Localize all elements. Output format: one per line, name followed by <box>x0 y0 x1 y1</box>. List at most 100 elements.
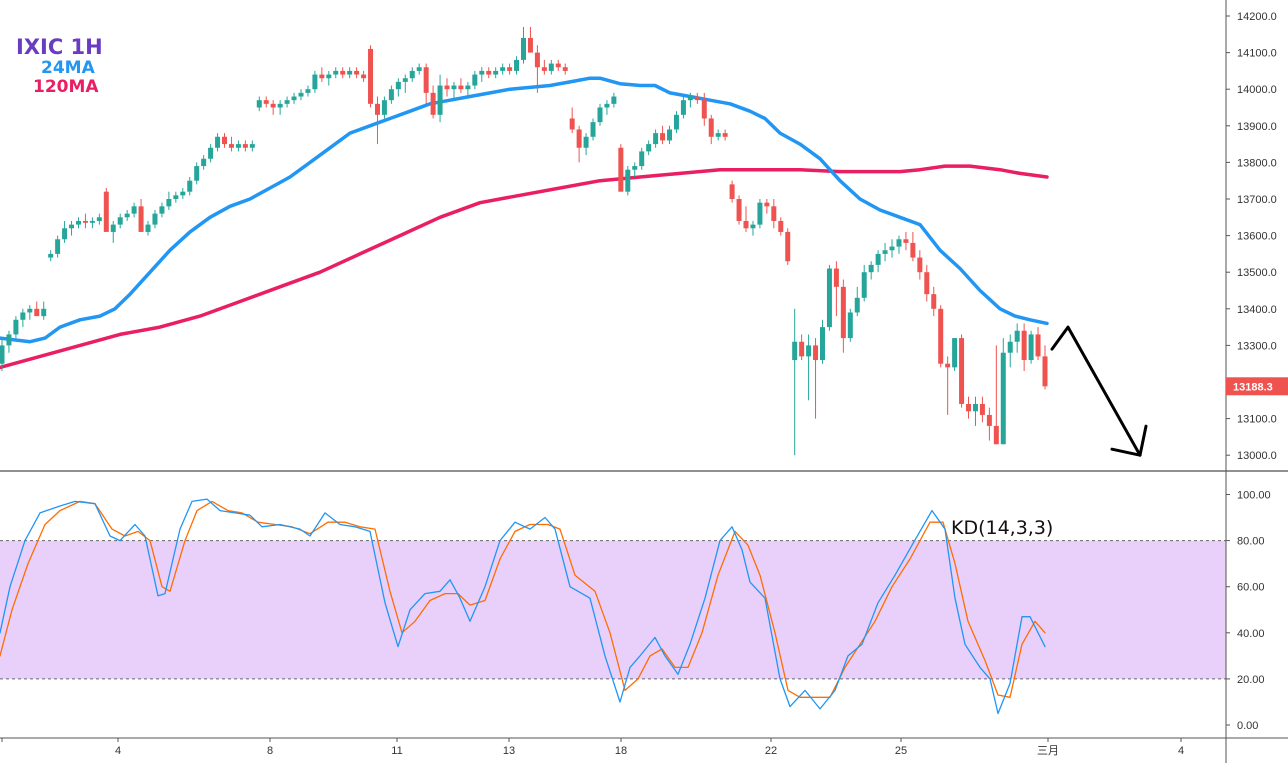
candle-body <box>993 425 999 445</box>
candle-body <box>62 228 68 240</box>
candle-body <box>813 345 819 361</box>
candle-body <box>945 363 951 368</box>
candle-body <box>861 272 867 298</box>
forecast-arrow <box>1050 325 1148 457</box>
candle-body <box>131 206 137 214</box>
candle-body <box>618 147 624 192</box>
price-tick-label: 13900.0 <box>1237 121 1277 133</box>
candle-body <box>479 70 485 75</box>
candle-body <box>514 59 520 71</box>
legend-ma24: 24MA <box>41 58 95 79</box>
candle-body <box>263 100 269 104</box>
candle-body <box>103 191 109 232</box>
candle-body <box>910 242 916 258</box>
candle-body <box>673 114 679 130</box>
time-tick-label: 4 <box>115 745 121 757</box>
candle-body <box>486 70 492 75</box>
k-line <box>0 498 1046 715</box>
kd-tick-label: 60.00 <box>1237 582 1265 594</box>
candle-body <box>222 136 228 145</box>
candle-body <box>548 63 554 71</box>
arrow-head <box>1110 424 1148 457</box>
candle-body <box>305 89 311 93</box>
candle-body <box>1021 330 1027 361</box>
candle-body <box>959 338 965 404</box>
ma120-line <box>0 164 1049 370</box>
candle-body <box>840 286 846 339</box>
candle-body <box>639 151 645 167</box>
ma24-line-group <box>0 76 1049 344</box>
candle-body <box>687 96 693 101</box>
candle-body <box>472 74 478 86</box>
candle-body <box>715 133 721 137</box>
candle-body <box>430 92 436 115</box>
candle-body <box>646 144 652 152</box>
candle-body <box>340 70 346 75</box>
time-tick-label: 25 <box>895 745 907 757</box>
candle-body <box>653 133 659 145</box>
candle-body <box>333 70 339 75</box>
candle-body <box>347 70 353 75</box>
candle-body <box>256 100 262 108</box>
candle-body <box>180 191 186 196</box>
legend-symbol: IXIC 1H <box>16 35 103 59</box>
candle-body <box>41 308 47 317</box>
candle-body <box>138 206 144 232</box>
candle-body <box>416 67 422 71</box>
candle-body <box>89 220 95 223</box>
candle-body <box>799 341 805 357</box>
time-tick-label: 三月 <box>1037 745 1059 757</box>
candle-body <box>1000 352 1006 445</box>
candle-body <box>847 312 853 339</box>
candle-body <box>277 103 283 108</box>
kd-overbought-oversold-band <box>0 540 1226 679</box>
candles <box>0 26 1048 456</box>
candle-body <box>465 85 471 90</box>
candle-body <box>736 199 742 221</box>
ma120-line-group <box>0 164 1049 370</box>
candle-body <box>611 96 617 104</box>
price-tick-label: 13800.0 <box>1237 157 1277 169</box>
d-line <box>0 500 1046 698</box>
candle-body <box>437 85 443 115</box>
candle-body <box>96 217 102 221</box>
candle-body <box>173 195 179 199</box>
candle-body <box>632 166 638 170</box>
candle-body <box>576 129 582 148</box>
price-tick-label: 13100.0 <box>1237 414 1277 426</box>
candle-body <box>521 37 526 60</box>
candle-body <box>270 103 276 108</box>
candle-body <box>778 220 784 232</box>
candle-body <box>979 403 985 415</box>
candle-body <box>13 319 19 335</box>
candle-body <box>660 133 666 141</box>
candle-body <box>117 217 123 225</box>
candle-body <box>771 206 777 221</box>
candle-body <box>1007 341 1013 353</box>
kd-indicator-label: KD(14,3,3) <box>951 517 1054 539</box>
last-price-label: 13188.3 <box>1233 381 1273 393</box>
candle-body <box>55 239 61 254</box>
time-tick-label: 22 <box>765 745 777 757</box>
candle-body <box>82 220 88 223</box>
time-tick-label: 8 <box>267 745 273 757</box>
kd-tick-label: 0.00 <box>1237 720 1258 732</box>
candle-body <box>34 308 40 317</box>
candle-body <box>896 239 902 247</box>
candle-body <box>625 169 631 192</box>
candle-body <box>249 144 255 148</box>
candle-body <box>451 85 457 90</box>
candle-body <box>903 239 909 243</box>
ma24-line <box>0 76 1049 344</box>
candle-body <box>493 70 499 75</box>
candle-body <box>374 103 380 115</box>
candle-body <box>743 220 749 229</box>
candle-body <box>166 199 172 207</box>
candle-body <box>667 129 673 141</box>
candle-body <box>590 122 596 137</box>
candle-body <box>75 220 81 225</box>
candle-body <box>388 89 394 101</box>
candle-body <box>764 202 770 207</box>
candle-body <box>938 308 944 364</box>
candle-body <box>1028 334 1034 361</box>
